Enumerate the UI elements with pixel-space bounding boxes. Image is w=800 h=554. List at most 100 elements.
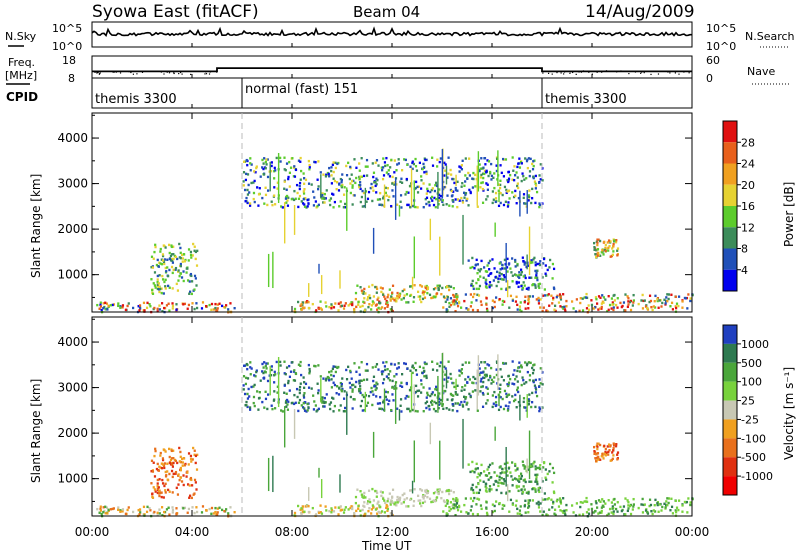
power-cell	[516, 184, 519, 188]
velocity-cell	[325, 393, 328, 396]
power-cell	[420, 187, 423, 190]
power-cell	[534, 286, 537, 289]
power-cell	[380, 306, 384, 309]
power-cell	[390, 295, 393, 298]
colorbar-tick-label: -500	[741, 451, 766, 464]
power-cell	[666, 293, 669, 296]
power-cell	[191, 302, 194, 305]
power-cell	[412, 162, 416, 166]
power-cell	[456, 180, 459, 184]
velocity-cell	[523, 465, 526, 468]
power-cell	[148, 303, 151, 306]
power-cell	[550, 294, 553, 297]
power-cell	[344, 302, 347, 305]
power-cell	[391, 284, 395, 287]
velocity-cell	[327, 376, 330, 380]
velocity-cell	[471, 390, 474, 393]
velocity-cell	[187, 507, 191, 511]
power-cell	[477, 294, 481, 297]
power-cell	[562, 293, 565, 296]
power-cell	[533, 180, 537, 183]
power-cell	[515, 295, 518, 299]
velocity-cell	[453, 504, 456, 508]
velocity-cell	[471, 460, 474, 464]
power-cell	[366, 174, 369, 177]
power-cell	[349, 182, 352, 185]
velocity-cell	[190, 496, 193, 500]
power-cell	[528, 174, 531, 178]
velocity-cell	[265, 367, 268, 370]
power-cell	[325, 173, 328, 176]
power-cell	[523, 202, 526, 205]
power-cell	[216, 303, 219, 306]
velocity-cell	[373, 384, 376, 388]
velocity-cell	[146, 505, 149, 509]
power-cell	[153, 284, 157, 287]
power-cell	[261, 166, 264, 169]
velocity-cell	[532, 379, 535, 382]
velocity-cell	[248, 406, 252, 409]
velocity-cell	[411, 364, 414, 367]
velocity-cell	[601, 498, 604, 501]
velocity-cell	[666, 503, 669, 507]
velocity-cell	[515, 375, 518, 378]
velocity-cell	[444, 504, 447, 508]
power-cell	[184, 258, 187, 262]
velocity-cell	[460, 368, 464, 371]
colorbar-tick-label: 500	[741, 357, 762, 370]
power-cell	[637, 302, 640, 306]
power-cell	[307, 306, 310, 310]
power-cell	[167, 302, 170, 305]
power-cell	[453, 295, 456, 299]
power-cell	[164, 287, 167, 290]
power-cell	[448, 288, 451, 292]
colorbar-tick-label: 24	[741, 158, 755, 171]
power-cell	[360, 175, 363, 178]
power-cell	[504, 158, 508, 161]
velocity-cell	[182, 483, 185, 487]
velocity-cell	[303, 407, 306, 410]
velocity-cell	[507, 467, 510, 470]
velocity-streak	[413, 384, 415, 412]
velocity-cell	[681, 504, 684, 507]
nave-point	[128, 71, 130, 73]
velocity-cell	[299, 508, 302, 511]
power-cell	[403, 288, 406, 291]
velocity-cell	[338, 387, 341, 390]
velocity-cell	[385, 398, 388, 401]
velocity-cell	[393, 502, 396, 506]
power-cell	[471, 295, 475, 299]
velocity-cell	[266, 393, 270, 396]
power-cell	[339, 301, 342, 304]
power-cell	[480, 259, 483, 263]
velocity-cell	[387, 376, 390, 380]
power-cell	[361, 291, 364, 294]
velocity-cell	[596, 447, 599, 451]
power-cell	[365, 200, 368, 203]
power-cell	[646, 306, 649, 310]
nave-point	[620, 70, 622, 72]
nave-point	[173, 72, 175, 75]
date-label: 14/Aug/2009	[585, 2, 695, 22]
power-cell	[187, 248, 191, 251]
velocity-cell	[298, 388, 301, 392]
power-cell	[522, 260, 525, 263]
velocity-cell	[483, 373, 487, 377]
velocity-cell	[534, 467, 537, 471]
velocity-cell	[523, 382, 526, 385]
velocity-cell	[366, 502, 369, 505]
velocity-cell	[496, 474, 499, 478]
velocity-cell	[387, 497, 390, 501]
velocity-cell	[503, 462, 507, 466]
colorbar-swatch	[723, 206, 737, 228]
power-cell	[167, 243, 171, 247]
xaxis-label: Time UT	[361, 539, 412, 553]
power-cell	[190, 280, 194, 283]
velocity-cell	[538, 490, 541, 494]
power-cell	[154, 243, 157, 247]
power-cell	[273, 177, 276, 180]
velocity-cell	[172, 472, 175, 476]
power-cell	[597, 308, 600, 311]
power-cell	[325, 305, 328, 308]
power-cell	[360, 195, 364, 199]
